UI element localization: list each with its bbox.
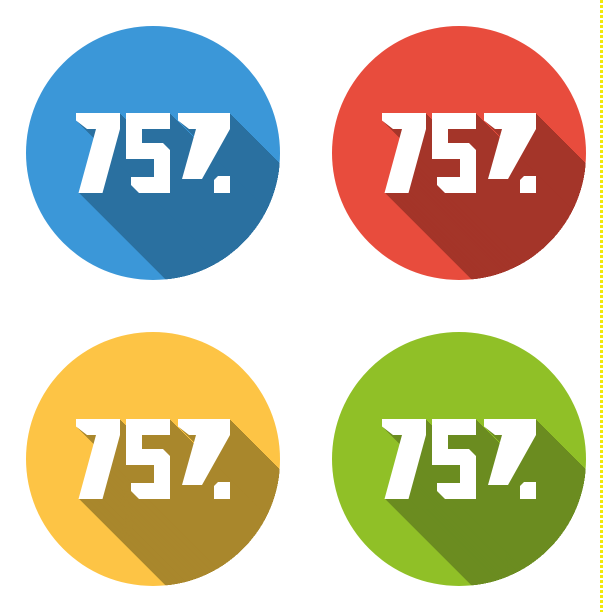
percent-badge-red: 75%	[332, 26, 586, 280]
icon-cell-bottom-left: 75%	[0, 306, 306, 612]
dashed-cut-line	[600, 0, 603, 612]
percent-badge-art	[382, 113, 586, 280]
icon-cell-top-left: 75%	[0, 0, 306, 306]
icon-cell-top-right: 75%	[306, 0, 612, 306]
icon-cell-bottom-right: 75%	[306, 306, 612, 612]
percent-badge-green: 75%	[332, 332, 586, 586]
percent-badge-art	[76, 113, 280, 280]
percent-badge-art	[76, 419, 280, 586]
percent-badge-blue: 75%	[26, 26, 280, 280]
percent-badge-art	[382, 419, 586, 586]
percent-badge-yellow: 75%	[26, 332, 280, 586]
